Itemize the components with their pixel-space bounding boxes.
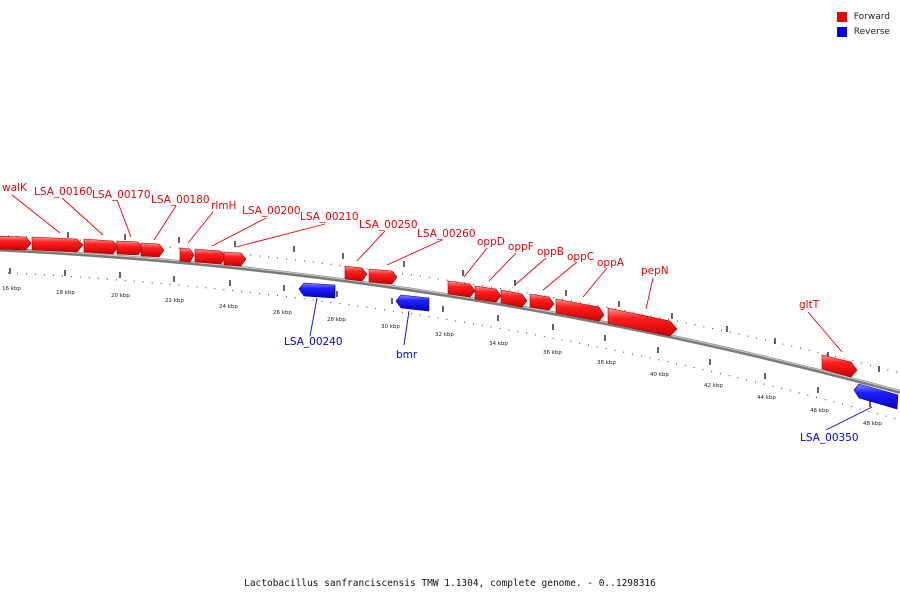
- tick-label: 48 kbp: [863, 421, 882, 427]
- gene-label: oppF: [508, 241, 534, 253]
- gene-label: LSA_00240: [284, 336, 343, 348]
- gene-arrow-forward: [83, 238, 119, 255]
- gene-arrow-forward: [140, 242, 165, 258]
- gene-label: LSA_00260: [417, 228, 476, 240]
- forward-gene-labels: walK LSA_00160 LSA_00170 LSA_00180 rlmH …: [2, 182, 820, 311]
- gene-arrow-forward: [223, 251, 247, 267]
- gene-arrow-forward: [529, 293, 555, 311]
- gene-arrow-forward: [555, 298, 605, 322]
- tick-label: 16 kbp: [2, 286, 21, 292]
- tick-label: 30 kbp: [381, 324, 400, 330]
- tick-label: 26 kbp: [273, 310, 292, 316]
- backbone-arc-highlight: [0, 247, 900, 392]
- gene-label: LSA_00170: [92, 189, 151, 201]
- tick-label: 32 kbp: [435, 332, 454, 338]
- gene-arrow-forward: [179, 247, 195, 263]
- gene-label: pepN: [641, 265, 669, 277]
- reverse-genes: [298, 282, 899, 410]
- gene-arrow-forward: [474, 285, 502, 303]
- gene-arrow-forward: [31, 236, 84, 253]
- inner-major-ticks: [9, 268, 871, 407]
- legend-forward: Forward: [836, 9, 890, 24]
- tick-label: 38 kbp: [597, 360, 616, 366]
- gene-label: bmr: [396, 349, 418, 361]
- genome-caption: Lactobacillus sanfranciscensis TMW 1.130…: [244, 578, 656, 589]
- legend-reverse: Reverse: [836, 24, 890, 39]
- outer-major-ticks: [67, 232, 880, 372]
- tick-label: 36 kbp: [543, 350, 562, 356]
- legend-forward-label: Forward: [853, 11, 890, 22]
- gene-arrow-forward: [368, 268, 398, 285]
- tick-label: 34 kbp: [489, 341, 508, 347]
- gene-label: rlmH: [211, 200, 236, 212]
- forward-genes: [0, 235, 858, 378]
- gene-label: LSA_00200: [242, 205, 301, 217]
- gene-label: oppC: [567, 251, 594, 263]
- gene-label: LSA_00250: [359, 219, 418, 231]
- gene-arrow-forward: [821, 354, 858, 378]
- forward-scale: [0, 234, 900, 374]
- backbone-arc: [0, 247, 900, 394]
- gene-label: oppD: [477, 236, 505, 248]
- gene-arrow-forward: [116, 240, 144, 256]
- reverse-swatch: [836, 26, 847, 37]
- reverse-gene-labels: LSA_00240 bmr LSA_00350: [284, 336, 859, 444]
- forward-swatch: [836, 11, 847, 22]
- gene-arrow-forward: [607, 307, 678, 337]
- tick-label: 28 kbp: [327, 317, 346, 323]
- gene-label: LSA_00210: [300, 211, 359, 223]
- gene-label: LSA_00350: [800, 432, 859, 444]
- gene-arrow-forward: [500, 289, 528, 308]
- gene-arrow-forward: [194, 248, 227, 265]
- gene-label: oppA: [597, 257, 625, 269]
- gene-arrow-forward: [0, 235, 32, 251]
- tick-label: 22 kbp: [165, 298, 184, 304]
- tick-label: 40 kbp: [650, 372, 669, 378]
- legend-reverse-label: Reverse: [853, 26, 890, 37]
- gene-label: LSA_00180: [151, 194, 210, 206]
- tick-labels: 16 kbp 18 kbp 20 kbp 22 kbp 24 kbp 26 kb…: [2, 286, 882, 427]
- forward-leader-lines: [11, 194, 843, 353]
- gene-label: walK: [2, 182, 28, 194]
- gene-arrow-reverse: [298, 282, 336, 299]
- gene-arrow-forward: [344, 265, 368, 282]
- tick-label: 44 kbp: [757, 395, 776, 401]
- gene-label: oppB: [537, 246, 564, 258]
- legend: Forward Reverse: [836, 9, 890, 39]
- tick-label: 20 kbp: [111, 293, 130, 299]
- tick-label: 24 kbp: [219, 304, 238, 310]
- tick-label: 46 kbp: [810, 408, 829, 414]
- tick-label: 18 kbp: [56, 290, 75, 296]
- gene-arrow-reverse: [395, 294, 430, 312]
- gene-arrow-reverse: [853, 383, 899, 410]
- gene-label: LSA_00160: [34, 186, 93, 198]
- tick-label: 42 kbp: [704, 383, 723, 389]
- gene-arrow-forward: [447, 280, 476, 298]
- reverse-leader-lines: [309, 297, 873, 431]
- gene-label: gltT: [799, 299, 820, 311]
